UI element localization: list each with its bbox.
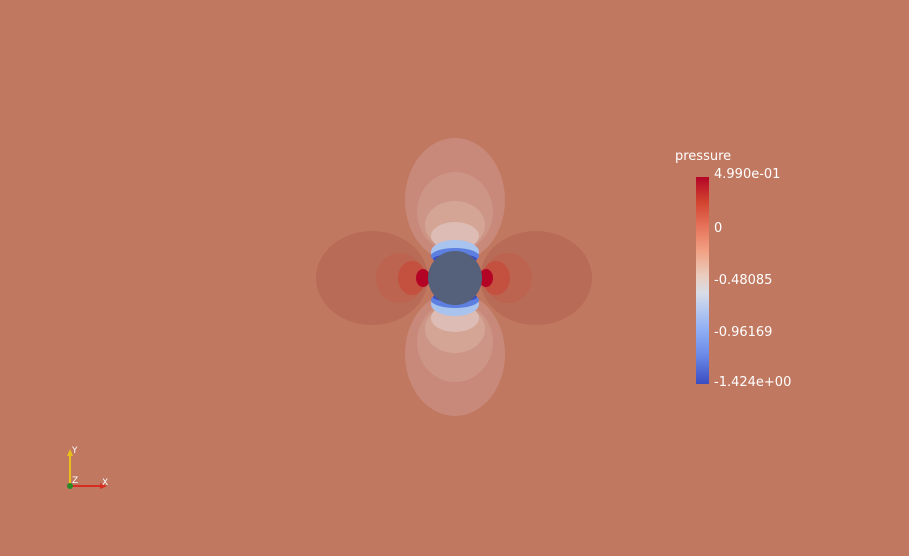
right-lobe — [479, 231, 592, 325]
colorbar-gradient — [696, 177, 709, 384]
axis-label-z: Z — [72, 476, 79, 486]
colorbar-tick-max: 4.990e-01 — [714, 167, 781, 182]
colorbar-tick-zero: 0 — [714, 221, 723, 236]
cylinder — [428, 251, 482, 305]
scalar-colorbar[interactable]: pressure 4.990e-01 0 -0.48085 -0.96169 -… — [674, 148, 814, 398]
left-lobe — [316, 231, 430, 325]
orientation-axes-widget: Y Z X — [58, 444, 118, 494]
colorbar-tick-min: -1.424e+00 — [714, 375, 792, 390]
top-lobe — [405, 138, 505, 262]
colorbar-tick-low: -0.96169 — [714, 325, 773, 340]
axis-label-y: Y — [72, 446, 78, 456]
colorbar-tick-mid: -0.48085 — [714, 273, 773, 288]
colorbar-title: pressure — [675, 149, 732, 164]
axis-label-x: X — [102, 478, 109, 488]
axes-icon — [67, 449, 107, 489]
